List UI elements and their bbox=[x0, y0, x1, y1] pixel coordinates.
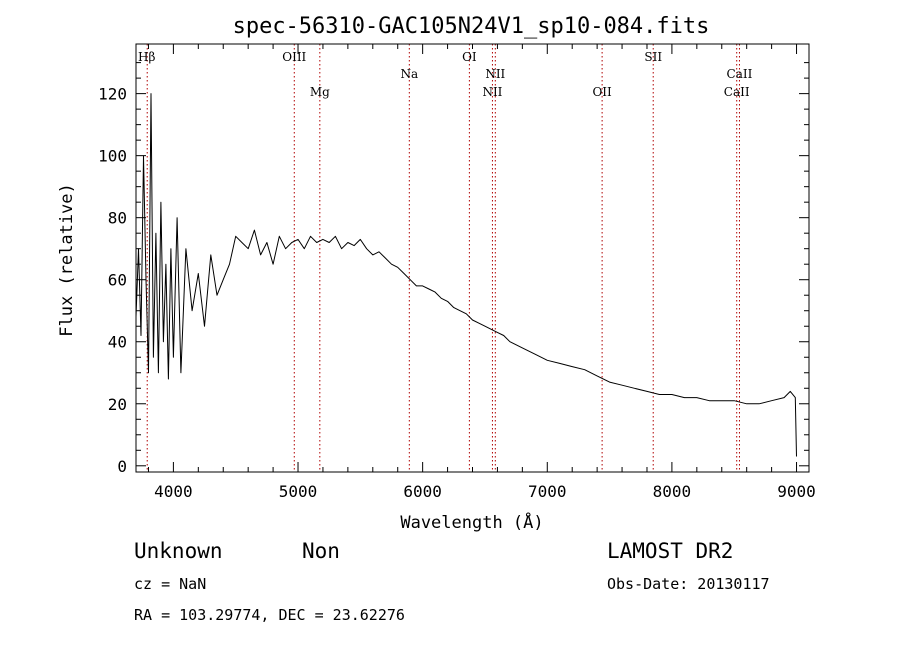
spectral-line-label: Hβ bbox=[138, 50, 155, 64]
spectral-line-label: OIII bbox=[282, 50, 306, 64]
spectral-line-markers bbox=[146, 44, 740, 472]
spectral-line-label: Na bbox=[400, 67, 418, 81]
survey-label: LAMOST DR2 bbox=[607, 539, 733, 563]
x-tick-label: 9000 bbox=[777, 482, 816, 501]
x-tick-label: 8000 bbox=[653, 482, 692, 501]
plot-frame bbox=[135, 43, 810, 473]
spectral-line-label: OII bbox=[592, 85, 612, 99]
y-tick-label: 0 bbox=[117, 457, 127, 476]
x-axis-label: Wavelength (Å) bbox=[400, 511, 543, 533]
redshift-label: cz = NaN bbox=[134, 575, 206, 593]
x-tick-label: 5000 bbox=[279, 482, 318, 501]
x-tick-label: 4000 bbox=[154, 482, 193, 501]
y-tick-label: 40 bbox=[108, 333, 127, 352]
spectral-line-label: CaII bbox=[727, 67, 753, 81]
spectral-line-label: CaII bbox=[724, 85, 750, 99]
x-tick-label: 7000 bbox=[528, 482, 567, 501]
x-tick-label: 6000 bbox=[403, 482, 442, 501]
spectral-line-label: NII bbox=[482, 85, 502, 99]
object-subclass-label: Non bbox=[302, 539, 340, 563]
spectral-line-label: NII bbox=[485, 67, 505, 81]
y-tick-label: 100 bbox=[98, 147, 127, 166]
obs-date-label: Obs-Date: 20130117 bbox=[607, 575, 770, 593]
chart-title: spec-56310-GAC105N24V1_sp10-084.fits bbox=[233, 14, 710, 39]
y-axis: 0 20 40 60 80 100 120 bbox=[98, 62, 809, 476]
spectral-line-label: Mg bbox=[310, 85, 330, 99]
y-tick-label: 80 bbox=[108, 209, 127, 228]
y-axis-label: Flux (relative) bbox=[57, 183, 77, 337]
object-class-label: Unknown bbox=[134, 539, 223, 563]
y-tick-label: 120 bbox=[98, 85, 127, 104]
spectral-line-label: SII bbox=[644, 50, 662, 64]
spectral-line-label: OI bbox=[462, 50, 477, 64]
coordinates-label: RA = 103.29774, DEC = 23.62276 bbox=[134, 606, 405, 624]
y-tick-label: 20 bbox=[108, 395, 127, 414]
spectrum-series-line bbox=[135, 93, 797, 457]
x-axis: 4000 5000 6000 7000 8000 9000 bbox=[147, 44, 816, 501]
y-tick-label: 60 bbox=[108, 271, 127, 290]
spectral-line-labels: Hβ OIII Mg Na OI NII NII OII SII CaII CaII bbox=[138, 50, 753, 99]
